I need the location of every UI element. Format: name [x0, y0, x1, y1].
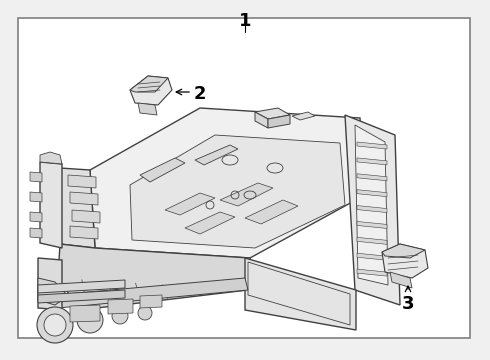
Polygon shape [70, 226, 98, 239]
Polygon shape [130, 76, 172, 105]
Polygon shape [165, 193, 215, 215]
Polygon shape [90, 108, 365, 258]
Polygon shape [60, 168, 95, 248]
Polygon shape [345, 115, 400, 305]
Polygon shape [245, 200, 298, 224]
Polygon shape [357, 237, 387, 244]
Polygon shape [30, 212, 42, 222]
Polygon shape [58, 244, 250, 310]
Polygon shape [357, 221, 387, 229]
Polygon shape [38, 290, 125, 303]
Text: 1: 1 [239, 12, 251, 30]
Polygon shape [357, 158, 387, 165]
Circle shape [77, 307, 103, 333]
Polygon shape [357, 142, 387, 149]
Polygon shape [30, 228, 42, 238]
Polygon shape [255, 112, 268, 128]
Polygon shape [40, 162, 62, 248]
Polygon shape [68, 175, 96, 188]
Polygon shape [138, 103, 157, 115]
Polygon shape [255, 108, 290, 119]
Polygon shape [72, 210, 100, 223]
Polygon shape [357, 190, 387, 197]
Polygon shape [30, 172, 42, 182]
Polygon shape [220, 183, 273, 206]
Polygon shape [130, 135, 345, 248]
Polygon shape [130, 76, 168, 92]
Polygon shape [55, 278, 248, 308]
Polygon shape [355, 125, 388, 285]
Polygon shape [382, 244, 428, 278]
Polygon shape [38, 258, 62, 310]
Circle shape [138, 306, 152, 320]
Polygon shape [390, 272, 412, 288]
Polygon shape [292, 112, 315, 120]
Polygon shape [357, 174, 387, 181]
Polygon shape [195, 145, 238, 165]
Circle shape [44, 314, 66, 336]
Polygon shape [268, 115, 290, 128]
Polygon shape [382, 244, 425, 258]
Circle shape [37, 307, 73, 343]
Polygon shape [140, 158, 185, 182]
Polygon shape [40, 152, 62, 164]
Circle shape [112, 308, 128, 324]
Polygon shape [140, 295, 162, 308]
Polygon shape [38, 280, 125, 293]
Polygon shape [30, 192, 42, 202]
Polygon shape [357, 253, 387, 260]
Bar [18, 18, 470, 338]
Polygon shape [70, 305, 100, 322]
Text: 3: 3 [402, 295, 414, 313]
Polygon shape [245, 258, 356, 330]
Polygon shape [185, 212, 235, 234]
Polygon shape [108, 299, 133, 314]
Polygon shape [38, 278, 68, 305]
Polygon shape [357, 269, 387, 276]
Text: 2: 2 [194, 85, 206, 103]
Polygon shape [70, 192, 98, 205]
Polygon shape [357, 206, 387, 212]
